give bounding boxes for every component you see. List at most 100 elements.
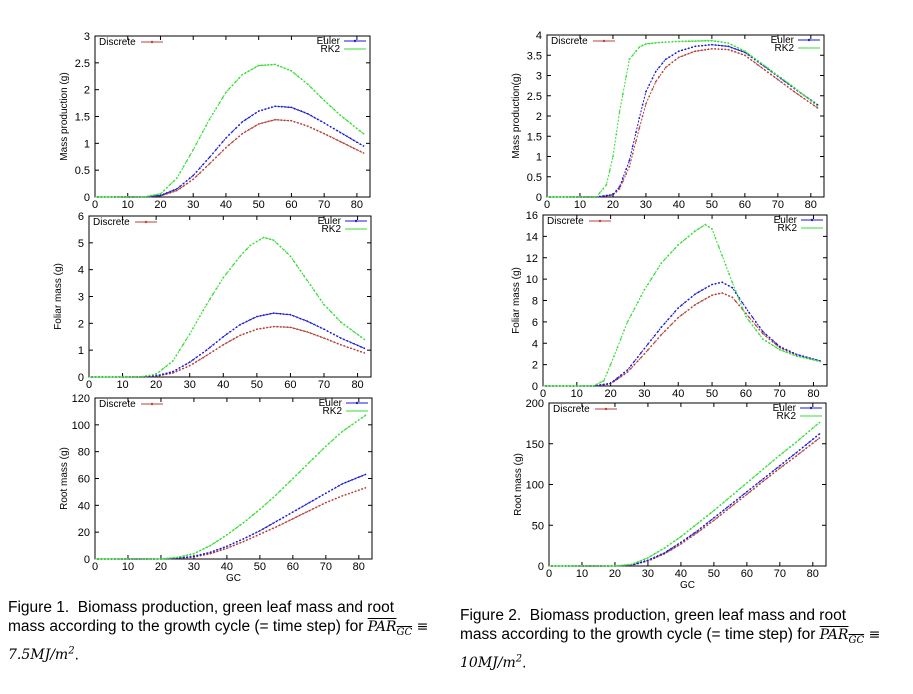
fig2-panel1-point-rk2 [569, 196, 571, 198]
fig1-panel2-point-euler [350, 341, 352, 344]
fig1-panel2-point-discrete [195, 360, 198, 363]
fig2-panel3-point-rk2 [620, 564, 623, 567]
fig2-panel3-point-rk2 [640, 559, 643, 562]
fig2-panel1-point-euler [717, 44, 720, 47]
fig2-panel1-ylabel: Mass production(g) [511, 73, 522, 159]
fig2-panel3-point-euler [755, 483, 758, 485]
fig2-panel2-point-rk2 [640, 295, 642, 298]
fig1-panel2-point-discrete [309, 332, 312, 335]
fig1-panel1-legend-discrete-marker [150, 40, 154, 44]
fig1-panel1-point-rk2 [218, 102, 221, 104]
fig2-panel1-point-discrete [625, 173, 627, 176]
fig2-panel3-point-rk2 [749, 479, 752, 481]
fig1-panel1-point-rk2 [225, 91, 227, 94]
fig1-panel2-point-discrete [202, 356, 205, 359]
fig1-panel1-xtick-label: 60 [285, 199, 297, 211]
fig1-panel2-point-rk2 [339, 321, 342, 323]
fig2-panel3-point-rk2 [554, 565, 557, 567]
fig1-panel1-ytick-label: 2.5 [75, 58, 90, 70]
fig2-panel2-point-euler [731, 286, 734, 289]
fig1-panel1-point-euler [267, 107, 270, 110]
fig2-panel3-point-euler [746, 490, 748, 493]
fig1-panel3-point-euler [249, 534, 251, 537]
fig2-panel3-point-rk2 [689, 527, 692, 530]
fig1-panel3-point-euler [351, 478, 354, 481]
fig2-panel1-point-rk2 [753, 57, 756, 60]
fig1-panel1-point-rk2 [316, 93, 319, 95]
fig1-panel3-point-rk2 [341, 430, 344, 433]
fig2-panel2-point-discrete [674, 320, 676, 322]
fig1-panel3-point-euler [229, 543, 232, 546]
fig2-panel2-point-rk2 [596, 383, 598, 386]
fig1-panel1-point-rk2 [110, 196, 113, 198]
fig1-panel2-point-euler [329, 331, 332, 334]
fig1-panel2-ytick-label: 2 [78, 318, 84, 330]
fig2-panel3-point-rk2 [604, 565, 606, 567]
fig1-panel3-point-euler [242, 538, 245, 540]
fig2-panel3-point-discrete [759, 482, 761, 485]
fig1-panel1-point-euler [270, 106, 273, 109]
fig2-panel2-point-rk2 [630, 314, 632, 317]
fig2-panel1-point-euler [651, 77, 654, 80]
fig2-panel1-point-discrete [704, 48, 707, 51]
fig1-panel1-point-discrete [192, 178, 195, 181]
fig1-panel3-point-discrete [331, 499, 334, 501]
fig2-panel2-point-euler [792, 352, 795, 354]
fig2-panel1-point-discrete [734, 50, 736, 53]
fig1-panel3-point-euler [196, 554, 199, 557]
fig1-panel3-point-discrete [235, 543, 238, 546]
fig1-panel1-xtick-label: 0 [92, 199, 98, 211]
fig1-panel3-point-rk2 [219, 538, 222, 540]
fig2-panel3-point-euler [683, 539, 686, 541]
fig1-panel3-frame [94, 397, 373, 560]
fig2-panel2-xtick-label: 60 [740, 388, 752, 400]
fig1-panel3-point-rk2 [262, 505, 265, 508]
fig1-panel3-point-rk2 [259, 508, 261, 511]
fig2-panel1-point-discrete [760, 66, 763, 69]
fig1-panel2-point-discrete [252, 329, 255, 332]
fig2-panel1-point-euler [687, 47, 690, 50]
fig1-panel3-xtick-label: 50 [254, 561, 266, 573]
fig1-panel1-point-discrete [346, 144, 348, 146]
fig1-panel2-xtick-label: 60 [284, 379, 296, 391]
fig1-panel2-point-rk2 [151, 374, 154, 376]
fig1-panel3-point-euler [344, 481, 347, 484]
fig1-panel3-point-rk2 [107, 558, 110, 560]
fig2-panel2-xtick-label: 30 [638, 388, 650, 400]
fig1-panel2-point-rk2 [282, 248, 285, 251]
fig2-panel2-point-rk2 [589, 385, 592, 387]
fig2-panel3-xtick-label: 0 [546, 568, 552, 580]
fig2-panel2-point-rk2 [701, 225, 703, 228]
fig1-panel2-point-rk2 [128, 376, 131, 378]
fig2-panel1-point-rk2 [701, 40, 703, 42]
fig1-panel2-point-discrete [313, 333, 315, 336]
fig1-panel2-point-discrete [182, 367, 184, 370]
fig1-panel1-point-euler [287, 106, 290, 109]
fig1-panel2-ytick-label: 3 [78, 292, 84, 304]
fig1-panel1-point-rk2 [123, 196, 126, 198]
fig2-panel1-point-rk2 [720, 41, 723, 43]
fig2-panel1-point-rk2 [625, 75, 627, 78]
fig2-panel1-point-discrete [697, 49, 700, 52]
fig1-panel3-point-discrete [357, 489, 360, 492]
fig2-panel1-point-rk2 [707, 39, 710, 42]
fig2-panel2-point-discrete [707, 296, 710, 298]
fig1-panel2-point-rk2 [162, 368, 164, 370]
fig1-panel1-point-euler [172, 189, 175, 192]
fig1-panel3-point-discrete [308, 509, 311, 512]
fig1-panel3-ytick-label: 80 [78, 447, 90, 459]
fig1-panel3-point-rk2 [235, 526, 238, 529]
fig1-panel1-point-discrete [228, 143, 231, 146]
fig2-panel3-point-discrete [680, 543, 682, 545]
fig1-panel2-point-rk2 [350, 328, 352, 331]
fig1-panel1-point-euler [244, 118, 247, 121]
fig1-panel2-point-discrete [286, 326, 288, 329]
fig2-panel2-point-rk2 [717, 245, 720, 248]
fig1-panel2-point-rk2 [125, 376, 127, 378]
fig2-panel3-xlabel: GC [680, 580, 695, 591]
fig1-panel1-point-rk2 [172, 180, 175, 183]
fig2-panel2-point-rk2 [714, 237, 717, 239]
fig2-panel1-point-rk2 [681, 40, 684, 43]
fig2-panel3-point-discrete [772, 472, 775, 475]
fig1-panel3-point-discrete [245, 539, 248, 541]
